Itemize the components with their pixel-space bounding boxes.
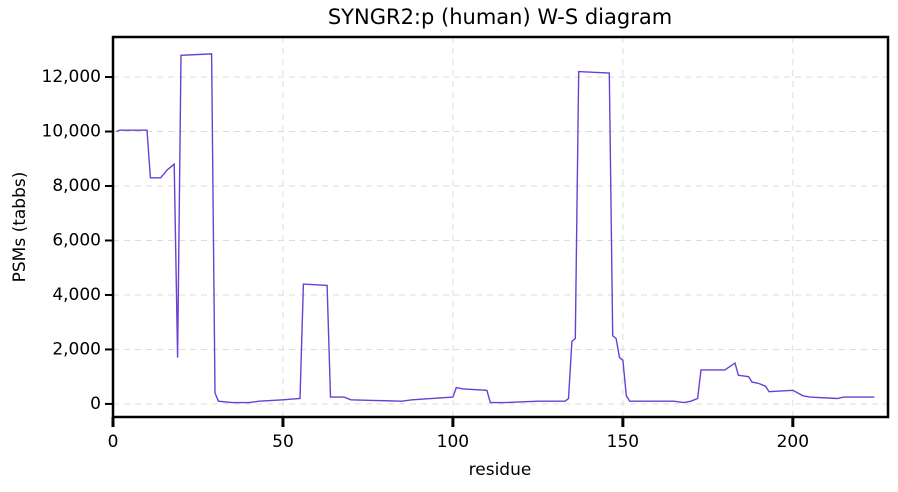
x-tick-label: 50: [272, 432, 294, 452]
y-axis-label: PSMs (tabbs): [10, 172, 30, 283]
x-tick-label: 0: [108, 432, 119, 452]
y-tick-label: 6,000: [52, 230, 101, 250]
data-line: [116, 53, 875, 404]
x-tick-label: 100: [437, 432, 469, 452]
y-tick-label: 4,000: [52, 285, 101, 305]
y-tick-label: 0: [90, 394, 101, 414]
y-tick-label: 10,000: [42, 122, 101, 142]
y-tick-label: 12,000: [42, 67, 101, 87]
chart-title: SYNGR2:p (human) W-S diagram: [328, 5, 672, 29]
y-tick-label: 2,000: [52, 339, 101, 359]
y-tick-label: 8,000: [52, 176, 101, 196]
x-tick-label: 150: [607, 432, 639, 452]
plot-frame: [111, 35, 890, 419]
x-axis-label: residue: [469, 460, 532, 480]
x-tick-label: 200: [777, 432, 809, 452]
